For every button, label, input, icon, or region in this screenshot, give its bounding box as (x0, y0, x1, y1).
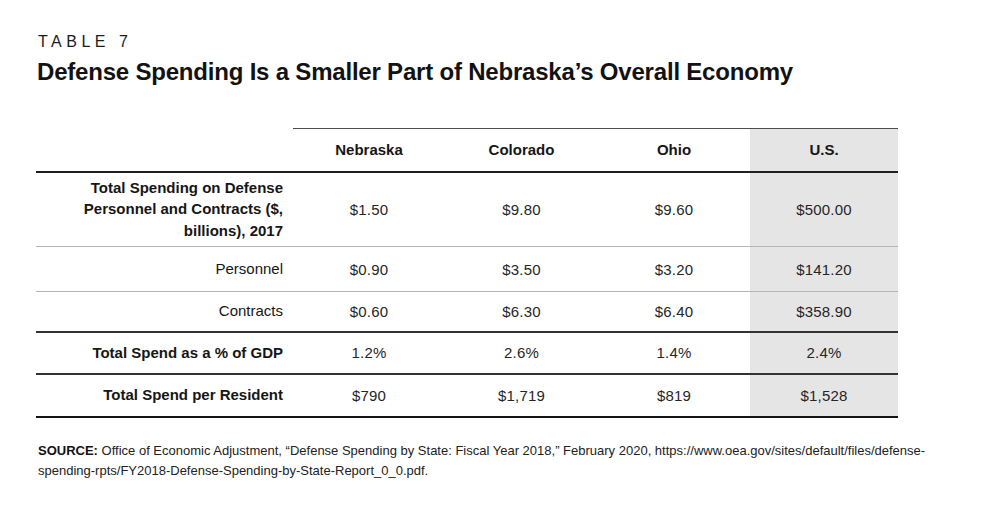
table-row-percent-gdp: Total Spend as a % of GDP 1.2% 2.6% 1.4%… (36, 332, 898, 374)
header-empty-cell (36, 129, 293, 172)
table-row-per-resident: Total Spend per Resident $790 $1,719 $81… (36, 374, 898, 417)
page-title: Defense Spending Is a Smaller Part of Ne… (37, 58, 793, 86)
cell-nebraska: $0.90 (293, 247, 445, 292)
table-header-row: Nebraska Colorado Ohio U.S. (36, 129, 898, 172)
cell-colorado: $1,719 (445, 374, 598, 417)
table-number-eyebrow: TABLE 7 (38, 33, 132, 51)
column-header-nebraska: Nebraska (293, 129, 445, 172)
row-label: Total Spending on Defense Personnel and … (36, 172, 293, 247)
report-figure-page: TABLE 7 Defense Spending Is a Smaller Pa… (0, 0, 1000, 511)
cell-ohio: $3.20 (598, 247, 750, 292)
cell-nebraska: $790 (293, 374, 445, 417)
table-row-total-spending: Total Spending on Defense Personnel and … (36, 172, 898, 247)
row-label: Personnel (36, 247, 293, 292)
cell-nebraska: 1.2% (293, 332, 445, 374)
data-table: Nebraska Colorado Ohio U.S. Total Spendi… (36, 128, 898, 418)
table-row-contracts: Contracts $0.60 $6.30 $6.40 $358.90 (36, 292, 898, 332)
cell-colorado: $9.80 (445, 172, 598, 247)
cell-ohio: $6.40 (598, 292, 750, 332)
cell-ohio: $9.60 (598, 172, 750, 247)
column-header-colorado: Colorado (445, 129, 598, 172)
cell-us: 2.4% (750, 332, 898, 374)
cell-nebraska: $1.50 (293, 172, 445, 247)
cell-us: $1,528 (750, 374, 898, 417)
cell-nebraska: $0.60 (293, 292, 445, 332)
source-text: Office of Economic Adjustment, “Defense … (38, 443, 925, 478)
cell-colorado: $6.30 (445, 292, 598, 332)
table-row-personnel: Personnel $0.90 $3.50 $3.20 $141.20 (36, 247, 898, 292)
row-label: Total Spend per Resident (36, 374, 293, 417)
cell-colorado: $3.50 (445, 247, 598, 292)
cell-ohio: 1.4% (598, 332, 750, 374)
cell-us: $358.90 (750, 292, 898, 332)
row-label: Contracts (36, 292, 293, 332)
cell-us: $500.00 (750, 172, 898, 247)
source-note: SOURCE: Office of Economic Adjustment, “… (38, 441, 976, 481)
row-label: Total Spend as a % of GDP (36, 332, 293, 374)
data-table-container: Nebraska Colorado Ohio U.S. Total Spendi… (36, 128, 898, 418)
cell-ohio: $819 (598, 374, 750, 417)
cell-colorado: 2.6% (445, 332, 598, 374)
column-header-ohio: Ohio (598, 129, 750, 172)
cell-us: $141.20 (750, 247, 898, 292)
column-header-us: U.S. (750, 129, 898, 172)
source-label: SOURCE: (38, 443, 98, 458)
